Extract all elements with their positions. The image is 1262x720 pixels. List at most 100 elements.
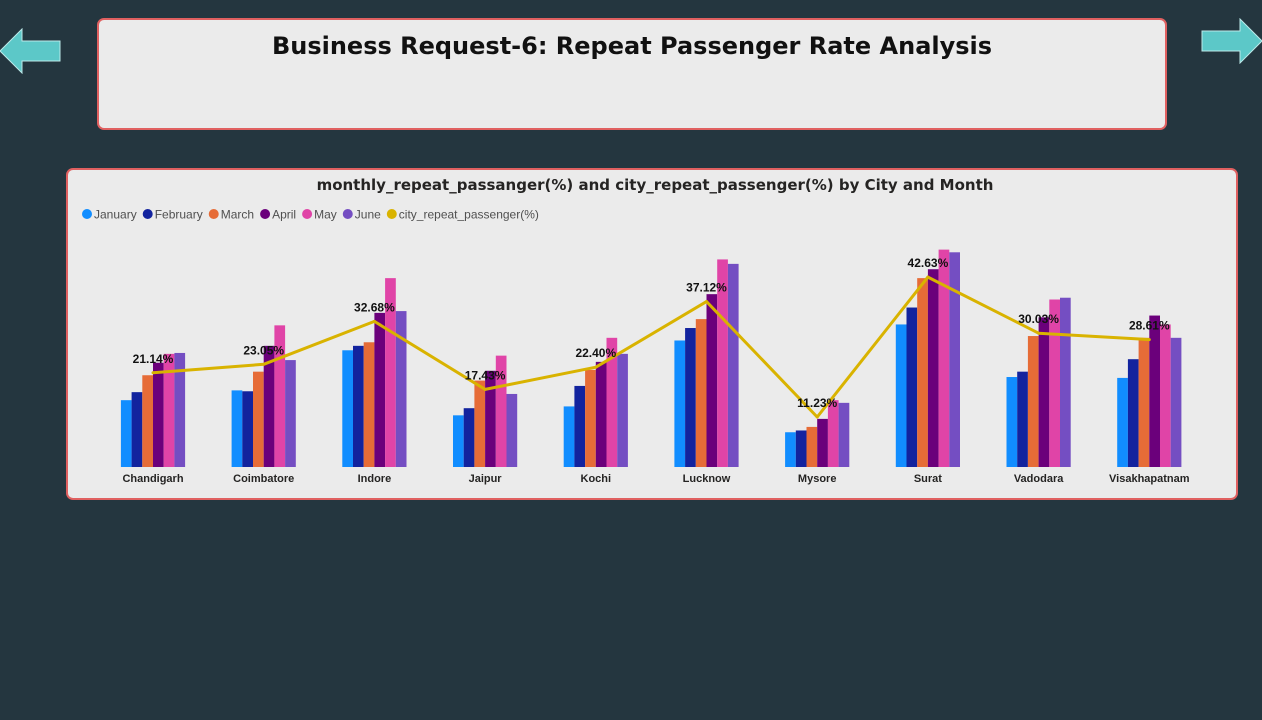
- bar-chandigarh-april: [153, 362, 164, 467]
- data-label-chandigarh: 21.14%: [133, 352, 174, 366]
- legend-label-3: April: [272, 208, 296, 222]
- legend-label-4: May: [314, 208, 337, 222]
- line-point-surat: [926, 275, 930, 279]
- bar-mysore-march: [806, 426, 818, 467]
- bar-surat-february: [906, 307, 918, 467]
- bar-kochi-june: [617, 353, 628, 467]
- legend-marker-1: [142, 209, 153, 219]
- bar-visakhapatnam-march: [1138, 337, 1150, 467]
- bar-chandigarh-january: [120, 400, 132, 467]
- x-tick-label-surat: Surat: [914, 473, 942, 485]
- bar-chandigarh-may: [163, 353, 175, 467]
- bar-vadodara-june: [1060, 297, 1071, 467]
- bar-indore-may: [385, 278, 396, 467]
- bar-chandigarh-june: [174, 352, 186, 467]
- bar-vadodara-march: [1027, 336, 1039, 467]
- data-label-kochi: 22.40%: [575, 346, 616, 360]
- legend-label-1: February: [155, 208, 203, 222]
- bar-mysore-may: [827, 400, 839, 467]
- bar-coimbatore-january: [231, 390, 243, 467]
- bar-vadodara-january: [1006, 377, 1018, 467]
- bar-visakhapatnam-february: [1127, 359, 1139, 467]
- line-point-vadodara: [1037, 331, 1041, 335]
- clustered-bar-line-chart: monthly_repeat_passanger(%) and city_rep…: [82, 176, 1190, 485]
- bar-lucknow-april: [706, 294, 718, 467]
- x-tick-label-visakhapatnam: Visakhapatnam: [1109, 473, 1190, 485]
- bar-surat-march: [917, 278, 928, 467]
- line-point-indore: [372, 319, 376, 323]
- x-tick-label-kochi: Kochi: [581, 473, 612, 485]
- x-tick-label-indore: Indore: [358, 473, 392, 485]
- legend-marker-5: [342, 209, 353, 219]
- bar-indore-february: [353, 345, 364, 467]
- bar-indore-january: [342, 350, 353, 467]
- bar-kochi-march: [585, 369, 596, 467]
- data-label-vadodara: 30.03%: [1018, 312, 1059, 326]
- page-title: Business Request-6: Repeat Passenger Rat…: [271, 32, 993, 60]
- data-label-indore: 32.68%: [354, 300, 395, 314]
- x-tick-label-coimbatore: Coimbatore: [233, 473, 294, 485]
- forward-arrow-icon[interactable]: [1200, 18, 1262, 64]
- data-label-mysore: 11.23%: [797, 396, 837, 410]
- line-point-chandigarh: [151, 371, 155, 375]
- legend-marker-2: [208, 209, 219, 219]
- bar-vadodara-april: [1038, 317, 1050, 467]
- line-point-kochi: [594, 365, 598, 369]
- bar-jaipur-may: [495, 355, 507, 467]
- bar-mysore-june: [838, 402, 850, 467]
- data-label-visakhapatnam: 28.61%: [1129, 319, 1170, 333]
- bar-lucknow-january: [674, 340, 686, 467]
- x-tick-label-lucknow: Lucknow: [683, 473, 731, 485]
- bar-surat-may: [938, 249, 950, 467]
- back-arrow-icon[interactable]: [0, 28, 62, 74]
- bar-surat-june: [949, 252, 960, 467]
- bar-mysore-april: [817, 418, 828, 467]
- bar-vadodara-may: [1049, 299, 1060, 467]
- bar-visakhapatnam-june: [1170, 337, 1182, 467]
- data-label-lucknow: 37.12%: [686, 281, 727, 295]
- line-point-lucknow: [705, 300, 708, 304]
- legend-label-0: January: [94, 208, 137, 222]
- legend-marker-6: [386, 209, 397, 219]
- city-repeat-passenger-line: [152, 275, 1150, 419]
- legend-label-5: June: [355, 208, 381, 222]
- bar-lucknow-march: [695, 319, 707, 467]
- line-point-visakhapatnam: [1147, 338, 1151, 342]
- bar-surat-january: [895, 324, 907, 467]
- bar-jaipur-april: [485, 370, 496, 467]
- bar-lucknow-may: [717, 259, 728, 467]
- x-tick-label-mysore: Mysore: [798, 473, 837, 485]
- line-point-mysore: [815, 415, 819, 419]
- bar-jaipur-june: [506, 393, 518, 467]
- chart-card: monthly_repeat_passanger(%) and city_rep…: [66, 168, 1238, 500]
- data-label-jaipur: 17.43%: [465, 368, 506, 382]
- x-tick-label-jaipur: Jaipur: [469, 473, 503, 485]
- legend-label-2: March: [221, 208, 254, 222]
- bar-mysore-january: [785, 432, 796, 467]
- bar-visakhapatnam-january: [1117, 377, 1128, 467]
- bar-kochi-april: [595, 361, 607, 467]
- bar-lucknow-february: [685, 328, 696, 467]
- legend-marker-3: [260, 209, 271, 219]
- bar-coimbatore-march: [253, 371, 264, 467]
- legend-marker-4: [302, 209, 313, 219]
- data-label-coimbatore: 23.05%: [243, 343, 284, 357]
- bar-indore-june: [395, 311, 407, 467]
- bar-indore-march: [363, 342, 375, 467]
- bar-coimbatore-june: [285, 360, 296, 467]
- bar-jaipur-january: [453, 415, 464, 467]
- bar-kochi-january: [563, 406, 575, 467]
- bar-lucknow-june: [727, 263, 739, 467]
- bar-vadodara-february: [1017, 371, 1028, 467]
- bar-kochi-february: [574, 385, 586, 467]
- line-point-jaipur: [483, 387, 487, 391]
- line-point-coimbatore: [262, 362, 266, 366]
- bar-visakhapatnam-april: [1149, 315, 1160, 467]
- bar-coimbatore-april: [263, 345, 275, 467]
- data-label-surat: 42.63%: [908, 256, 949, 270]
- legend-marker-0: [82, 209, 92, 219]
- bar-visakhapatnam-may: [1160, 324, 1171, 467]
- bar-coimbatore-may: [274, 325, 286, 467]
- bar-jaipur-february: [463, 408, 475, 467]
